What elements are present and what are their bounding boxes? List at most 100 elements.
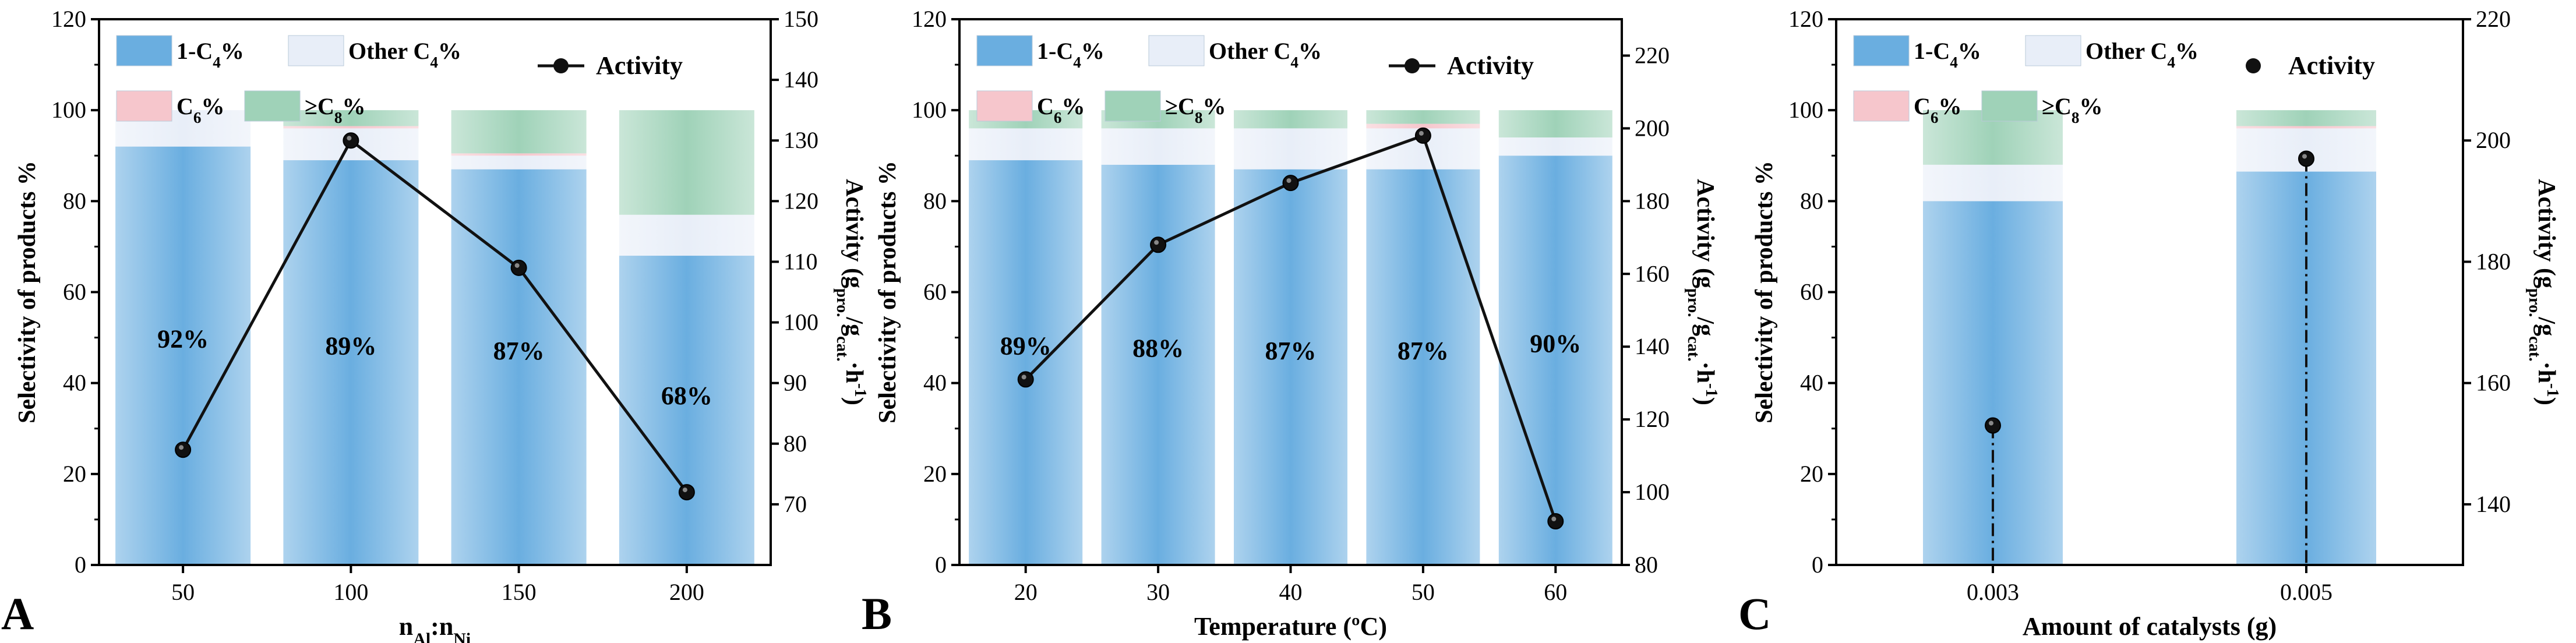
- y2-axis-title-part: ·h: [841, 362, 867, 383]
- bar-label: 68%: [661, 381, 712, 410]
- legend-c6-label-part: %: [201, 93, 224, 119]
- bar-segment-1: [1498, 137, 1612, 156]
- bar-label: 89%: [1000, 332, 1051, 361]
- y2-axis-title-part: cat.: [834, 336, 852, 362]
- y2-axis-title-part: Activity (g: [841, 179, 867, 288]
- activity-point: [2298, 150, 2314, 167]
- activity-point: [1547, 513, 1564, 530]
- x-tick-label: 30: [1146, 579, 1170, 605]
- y2-tick-label: 140: [1635, 333, 1670, 359]
- y-tick-label: 60: [923, 279, 947, 305]
- y2-tick-label: 220: [2476, 6, 2511, 32]
- legend-c6-label-part: C: [1914, 93, 1931, 119]
- legend-c6-label-part: 6: [1054, 109, 1062, 126]
- activity-point-highlight: [682, 487, 687, 493]
- bar-label: 92%: [157, 324, 209, 353]
- legend-activity-label: Activity: [1447, 51, 1534, 80]
- bar-segment-2: [283, 126, 419, 129]
- legend-c8-label-part: ≥C: [1165, 93, 1195, 119]
- y-tick-label: 40: [1800, 370, 1823, 396]
- x-axis-title: Amount of catalysts (g): [2023, 612, 2277, 641]
- y2-tick-label: 180: [2476, 248, 2511, 274]
- y2-tick-label: 100: [784, 309, 818, 335]
- y2-tick-label: 80: [1635, 552, 1658, 578]
- legend-c8-label: ≥C8%: [1165, 93, 1226, 126]
- y2-axis-title-part: /g: [2533, 316, 2560, 336]
- y-tick-label: 40: [923, 370, 947, 396]
- y-tick-label: 0: [75, 552, 86, 578]
- bar-segment-0: [619, 256, 754, 565]
- legend-1c4-label-part: 4: [1073, 54, 1081, 71]
- legend-1c4-label-part: %: [1958, 38, 1981, 64]
- bar-segment-1: [1101, 128, 1215, 165]
- legend-other-c4-label-part: Other C: [348, 38, 430, 64]
- activity-point: [175, 441, 192, 458]
- activity-point-highlight: [514, 263, 520, 268]
- y2-tick-label: 220: [1635, 42, 1670, 68]
- legend-c6-label-part: %: [1061, 93, 1085, 119]
- activity-point-highlight: [1154, 240, 1159, 245]
- legend-other-c4-label-part: 4: [2167, 54, 2175, 71]
- activity-point: [1414, 127, 1431, 144]
- y2-axis-title-part: pro.: [2526, 288, 2544, 317]
- legend-c6-label: C6%: [1037, 93, 1085, 126]
- y2-tick-label: 120: [784, 188, 818, 214]
- y2-tick-label: 150: [784, 6, 818, 32]
- y-axis-title: Selectivity of products %: [1751, 161, 1778, 423]
- legend-c8-label-part: 8: [1195, 109, 1203, 126]
- x-tick-label: 100: [333, 579, 368, 605]
- legend-other-c4-label-part: 4: [430, 54, 438, 71]
- y2-axis-title-part: /g: [841, 316, 867, 336]
- bar-segment-2: [451, 153, 587, 156]
- x-axis-title-part: :n: [430, 612, 453, 641]
- y-tick-label: 60: [1800, 279, 1823, 305]
- legend-other-c4-label: Other C4%: [2085, 38, 2199, 71]
- activity-point-highlight: [1989, 421, 1993, 426]
- bar-segment-0: [283, 160, 419, 565]
- legend-1c4-label: 1-C4%: [1914, 38, 1981, 71]
- legend-other-c4-label-part: %: [1298, 38, 1322, 64]
- y2-axis-title: Activity (gpro./gcat.·h-1): [834, 179, 870, 405]
- x-tick-label: 0.003: [1967, 579, 2019, 605]
- y-tick-label: 100: [1788, 97, 1823, 123]
- bar-segment-0: [1498, 156, 1612, 565]
- legend-1c4-label-part: 1-C: [1037, 38, 1073, 64]
- y-tick-label: 100: [912, 97, 947, 123]
- chart-panel-A: 92% 89% 87%68%0204060801001207080901001101…: [1, 6, 870, 643]
- bar-segment-1: [969, 128, 1083, 161]
- y-tick-label: 20: [1800, 461, 1823, 487]
- bar-segment-3: [1498, 110, 1612, 138]
- activity-point-highlight: [1551, 517, 1557, 522]
- y2-axis-title-part: Activity (g: [1692, 179, 1718, 288]
- y2-tick-label: 180: [1635, 188, 1670, 214]
- y2-axis-title-part: pro.: [1685, 288, 1703, 317]
- y2-tick-label: 130: [784, 127, 818, 153]
- legend-c8-label-part: %: [342, 93, 365, 119]
- activity-point: [510, 259, 527, 276]
- panel-label: B: [862, 588, 892, 639]
- legend-other-c4-label-part: %: [2175, 38, 2199, 64]
- bar-segment-1: [451, 156, 587, 169]
- legend-c8-label-part: ≥C: [2042, 93, 2072, 119]
- activity-point: [678, 484, 695, 501]
- legend-c6-label: C6%: [177, 93, 224, 126]
- y2-axis-title-part: cat.: [1685, 336, 1703, 362]
- bar-label: 89%: [325, 332, 376, 361]
- legend-c8-label: ≥C8%: [305, 93, 365, 126]
- legend-activity-marker: [553, 58, 569, 73]
- bar-segment-2: [2236, 126, 2376, 129]
- legend-1c4-swatch: [1853, 35, 1910, 66]
- legend-1c4-label-part: %: [1081, 38, 1104, 64]
- x-tick-label: 40: [1279, 579, 1303, 605]
- legend-c6-swatch: [1853, 90, 1910, 122]
- legend-1c4-label: 1-C4%: [177, 38, 244, 71]
- x-tick-label: 50: [171, 579, 195, 605]
- y2-tick-label: 80: [784, 430, 807, 457]
- y-tick-label: 20: [923, 461, 947, 487]
- legend-c6-label-part: 6: [1931, 109, 1939, 126]
- y-tick-label: 0: [1812, 552, 1823, 578]
- legend-c6-label-part: C: [177, 93, 193, 119]
- y2-axis-title-part: pro.: [834, 288, 852, 317]
- y2-axis-title-part: -1: [852, 383, 870, 397]
- bar-segment-3: [451, 110, 587, 154]
